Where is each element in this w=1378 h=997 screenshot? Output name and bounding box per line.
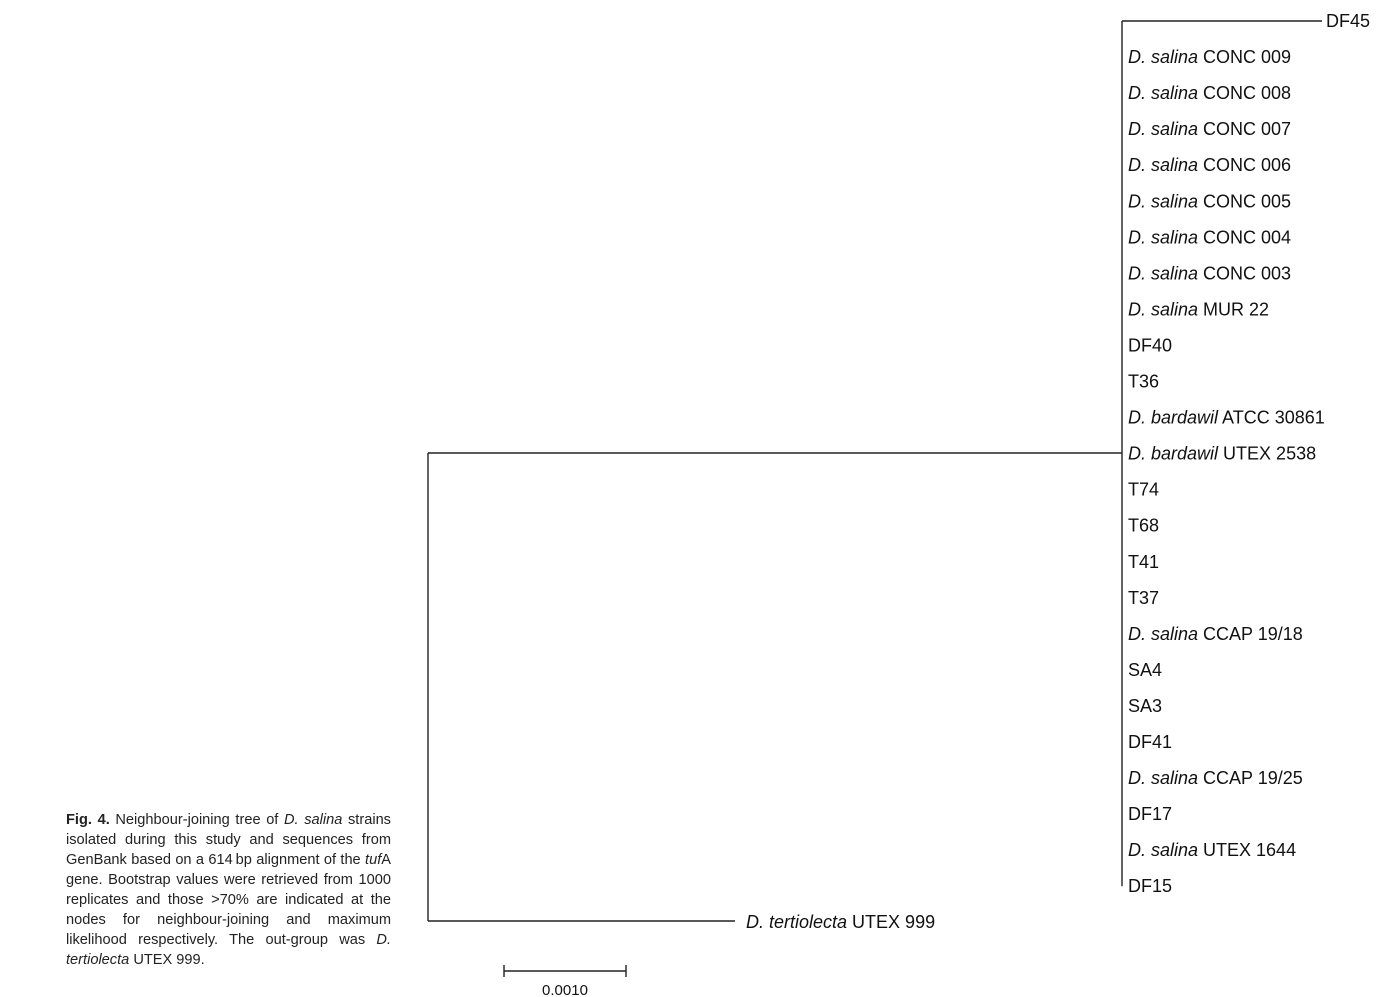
caption-italic-3: D. tertiolecta bbox=[66, 932, 391, 968]
tip-label: D. salina CCAP 19/25 bbox=[1128, 768, 1303, 788]
tip-label: DF17 bbox=[1128, 804, 1172, 824]
caption-text-3: A gene. Bootstrap values were retrieved … bbox=[66, 852, 391, 948]
figure-caption: Fig. 4. Neighbour-joining tree of D. sal… bbox=[66, 810, 391, 970]
tree-tip-labels: DF45 D. salina CONC 009 D. salina CONC 008… bbox=[746, 11, 1370, 932]
tip-label: T74 bbox=[1128, 480, 1159, 500]
scale-bar: 0.0010 bbox=[503, 965, 627, 997]
tip-label: DF41 bbox=[1128, 732, 1172, 752]
caption-text-4: UTEX 999. bbox=[129, 952, 205, 968]
tip-label: T36 bbox=[1128, 372, 1159, 392]
caption-italic-2: tuf bbox=[365, 852, 382, 868]
tip-label: SA4 bbox=[1128, 660, 1162, 680]
tip-label: D. salina CONC 003 bbox=[1128, 263, 1291, 283]
caption-text-1: Neighbour-joining tree of bbox=[109, 812, 284, 828]
tip-label: T68 bbox=[1128, 516, 1159, 536]
tip-label: D. bardawil ATCC 30861 bbox=[1128, 408, 1325, 428]
tip-label: D. salina CONC 004 bbox=[1128, 227, 1291, 247]
tip-label: D. salina CCAP 19/18 bbox=[1128, 624, 1303, 644]
figure-label: Fig. 4. bbox=[66, 812, 110, 828]
tip-label: D. salina CONC 009 bbox=[1128, 47, 1291, 67]
tip-label: D. salina MUR 22 bbox=[1128, 299, 1269, 319]
tip-label: D. salina UTEX 1644 bbox=[1128, 840, 1296, 860]
tree-branches bbox=[427, 20, 1322, 922]
scale-bar-label: 0.0010 bbox=[542, 982, 588, 997]
tip-label: SA3 bbox=[1128, 696, 1162, 716]
tip-label: D. salina CONC 007 bbox=[1128, 119, 1291, 139]
caption-text-2: strains isolated during this study and s… bbox=[66, 812, 391, 868]
tip-label: D. bardawil UTEX 2538 bbox=[1128, 444, 1316, 464]
tip-label: T41 bbox=[1128, 552, 1159, 572]
tip-label: DF40 bbox=[1128, 335, 1172, 355]
tip-label: T37 bbox=[1128, 588, 1159, 608]
tip-label: DF15 bbox=[1128, 876, 1172, 896]
tip-label: D. salina CONC 006 bbox=[1128, 155, 1291, 175]
caption-italic-1: D. salina bbox=[284, 812, 343, 828]
outgroup-label: D. tertiolecta UTEX 999 bbox=[746, 912, 935, 932]
tip-label: D. salina CONC 008 bbox=[1128, 83, 1291, 103]
tip-label: DF45 bbox=[1326, 11, 1370, 31]
tip-label: D. salina CONC 005 bbox=[1128, 191, 1291, 211]
